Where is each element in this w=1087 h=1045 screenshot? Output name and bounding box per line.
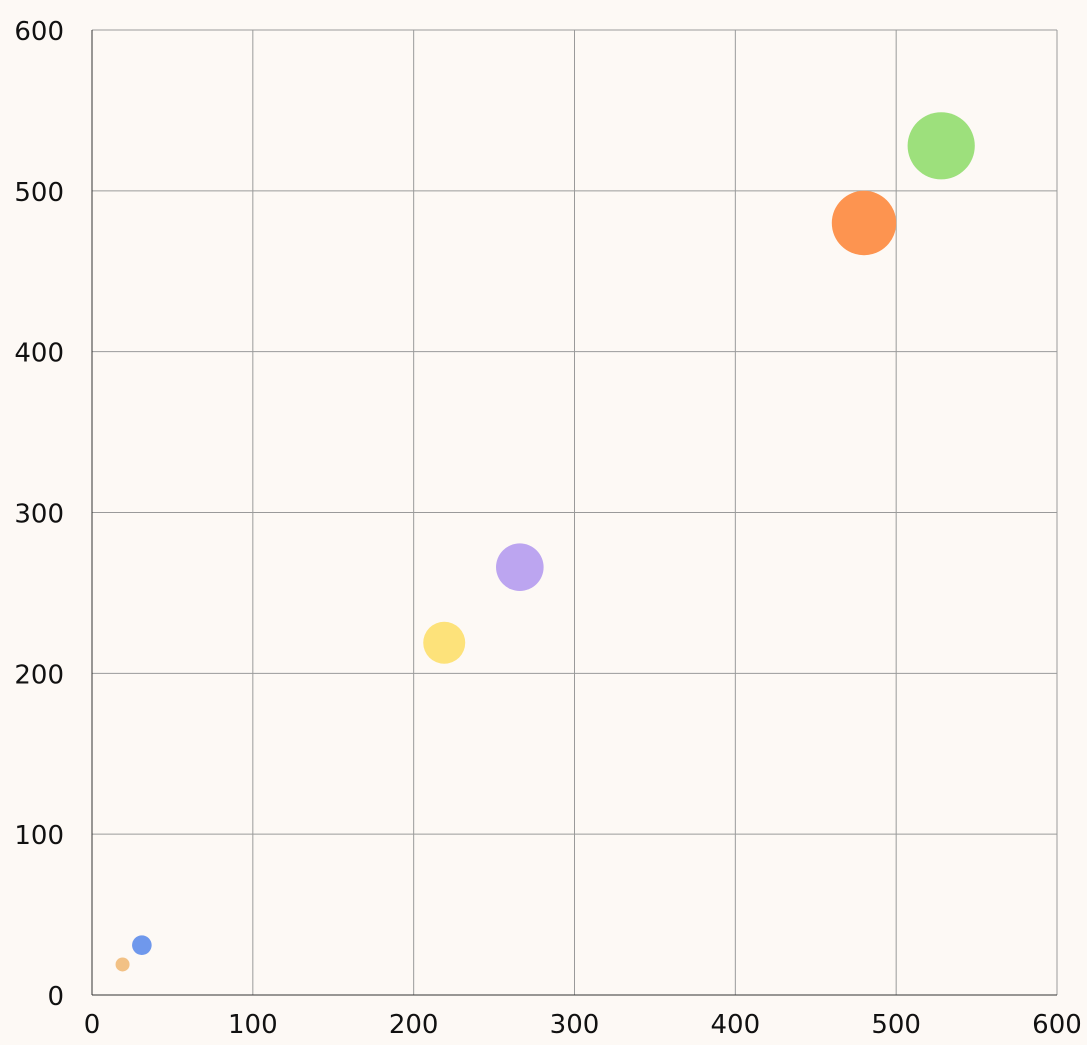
x-tick-label: 500 — [871, 1010, 921, 1040]
axes — [91, 30, 1057, 996]
y-tick-label: 500 — [14, 178, 64, 208]
data-point — [496, 543, 544, 591]
data-point — [831, 190, 897, 256]
data-point — [907, 112, 975, 180]
y-tick-label: 100 — [14, 821, 64, 851]
x-tick-label: 0 — [84, 1010, 101, 1040]
x-tick-label: 400 — [711, 1010, 761, 1040]
y-tick-label: 300 — [14, 500, 64, 530]
y-tick-label: 0 — [47, 982, 64, 1012]
grid — [92, 29, 1058, 995]
y-tick-label: 600 — [14, 17, 64, 47]
data-points — [115, 112, 975, 972]
data-point — [132, 935, 152, 955]
data-point — [423, 621, 466, 664]
y-tick-label: 200 — [14, 660, 64, 690]
x-tick-label: 200 — [389, 1010, 439, 1040]
data-point — [115, 957, 130, 972]
y-tick-label: 400 — [14, 339, 64, 369]
x-tick-label: 100 — [228, 1010, 278, 1040]
x-tick-label: 300 — [550, 1010, 600, 1040]
tick-labels: 0 100 200 300 400 500 600 0 100 200 300 400 500 600 — [14, 17, 1081, 1040]
x-tick-label: 600 — [1032, 1010, 1082, 1040]
